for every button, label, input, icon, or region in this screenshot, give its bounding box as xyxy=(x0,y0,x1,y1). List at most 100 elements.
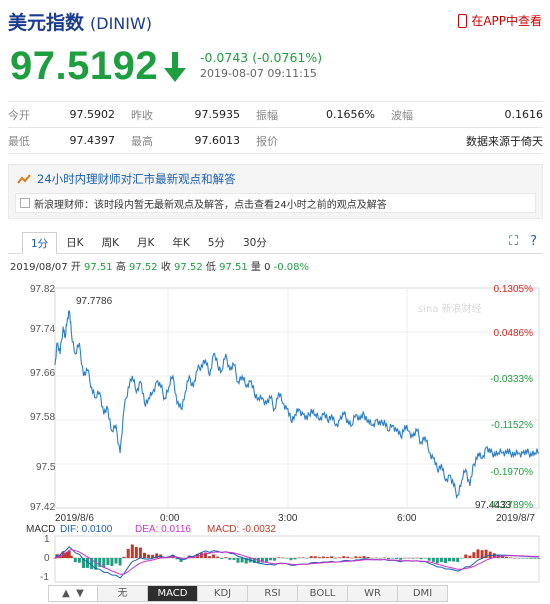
advisor-news-item[interactable]: 新浪理财师：该时段内暂无最新观点及解答，点击查看24小时之前的观点及解答 xyxy=(15,193,536,213)
y-tick-label: 97.42 xyxy=(30,502,55,513)
macd-bar xyxy=(313,556,317,558)
x-tick-label: 3:00 xyxy=(278,513,298,524)
macd-bar xyxy=(102,558,106,568)
ohlc-vol: 0 xyxy=(264,262,271,273)
ohlc-open: 97.51 xyxy=(84,262,113,273)
macd-bar xyxy=(138,547,142,558)
price-change: -0.0743 (-0.0761%) xyxy=(200,50,323,65)
macd-bar xyxy=(281,557,285,559)
price-series-line xyxy=(54,309,539,500)
tab-indicator-wr[interactable]: WR xyxy=(348,585,398,602)
stats-table: 今开 97.5902 昨收 97.5935 振幅 0.1656% 波幅 0.16… xyxy=(8,101,543,154)
macd-bar xyxy=(260,558,264,563)
phone-icon xyxy=(458,13,468,28)
macd-bar xyxy=(366,556,370,558)
tab-indicator-boll[interactable]: BOLL xyxy=(298,585,348,602)
avatar-placeholder-icon xyxy=(20,198,30,208)
quote-time: 2019-08-07 09:11:15 xyxy=(200,67,317,80)
tab-indicator-dmi[interactable]: DMI xyxy=(398,585,448,602)
macd-bar xyxy=(208,556,212,558)
macd-bar xyxy=(265,558,268,563)
help-icon[interactable]: ? xyxy=(530,234,537,249)
ohlc-high-label: 高 xyxy=(115,262,126,273)
stat-value: 97.5902 xyxy=(58,101,123,128)
macd-bar xyxy=(334,557,338,559)
advisor-news-heading-label: 24小时内理财师对汇市最新观点和解答 xyxy=(37,172,236,186)
macd-bar xyxy=(423,558,427,559)
scroll-left-icon[interactable]: ▲ xyxy=(62,588,70,599)
ohlc-close: 97.52 xyxy=(174,262,203,273)
tab-30min[interactable]: 30分 xyxy=(242,237,267,249)
macd-bar xyxy=(232,558,236,560)
period-tabs: 1分 日K 周K 月K 年K 5分 30分 ⛶ ? xyxy=(8,228,543,254)
macd-bar xyxy=(204,552,207,558)
macd-panel[interactable]: MACD DIF: 0.0100 DEA: 0.0116 MACD: -0.00… xyxy=(0,520,550,584)
tab-1min[interactable]: 1分 xyxy=(22,232,58,254)
open-in-app-link[interactable]: 在APP中查看 xyxy=(458,12,542,29)
stats-row: 今开 97.5902 昨收 97.5935 振幅 0.1656% 波幅 0.16… xyxy=(8,101,543,128)
advisor-news-heading[interactable]: 24小时内理财师对汇市最新观点和解答 xyxy=(17,171,236,187)
pct-tick-label: -0.1152% xyxy=(491,420,533,431)
page-title: 美元指数 (DINIW) xyxy=(8,8,152,35)
trend-icon xyxy=(17,174,31,184)
macd-bar xyxy=(151,554,155,558)
tab-nav-arrows: ▲ ▼ xyxy=(48,585,98,602)
macd-bar xyxy=(273,558,277,561)
tab-indicator-none[interactable]: 无 xyxy=(98,585,148,602)
macd-bar xyxy=(224,557,228,558)
fullscreen-icon[interactable]: ⛶ xyxy=(508,234,519,249)
stat-value: 97.5935 xyxy=(178,101,248,128)
macd-bar xyxy=(297,557,301,558)
macd-bar xyxy=(143,552,146,558)
macd-bar xyxy=(220,558,224,559)
macd-dea-value: DEA: 0.0116 xyxy=(135,524,191,535)
advisor-news-text: 新浪理财师：该时段内暂无最新观点及解答，点击查看24小时之前的观点及解答 xyxy=(34,199,387,211)
x-tick-label: 2019/8/6 xyxy=(55,513,94,524)
macd-bar xyxy=(460,558,464,559)
macd-bar xyxy=(212,554,216,558)
macd-title: MACD xyxy=(26,524,55,535)
tab-indicator-rsi[interactable]: RSI xyxy=(248,585,298,602)
macd-bar xyxy=(98,558,102,567)
macd-bar xyxy=(252,558,256,563)
macd-bar xyxy=(346,556,350,558)
macd-bar xyxy=(321,556,325,558)
stat-label: 报价 xyxy=(248,127,308,154)
macd-bar xyxy=(411,558,415,559)
macd-bar xyxy=(309,556,313,558)
tab-yearly-k[interactable]: 年K xyxy=(172,237,190,249)
tab-5min[interactable]: 5分 xyxy=(207,237,225,249)
chart-plot-frame xyxy=(54,287,540,509)
macd-bar xyxy=(525,558,529,559)
macd-bar xyxy=(63,553,67,558)
intraday-chart[interactable]: sina 新浪财经 97.82 97.74 97.66 97.58 97.5 9… xyxy=(0,276,550,526)
macd-bar xyxy=(82,558,85,568)
stat-label: 波幅 xyxy=(383,101,443,128)
macd-bar xyxy=(118,558,122,566)
dea-line xyxy=(54,549,540,575)
macd-bar xyxy=(106,558,110,566)
macd-bar xyxy=(130,544,134,558)
tab-indicator-macd[interactable]: MACD xyxy=(148,585,198,602)
macd-bar xyxy=(533,558,537,559)
macd-bar xyxy=(391,558,395,559)
tab-monthly-k[interactable]: 月K xyxy=(136,237,155,249)
macd-bar xyxy=(134,547,138,558)
macd-bar xyxy=(354,556,358,558)
tab-weekly-k[interactable]: 周K xyxy=(101,237,119,249)
tab-indicator-kdj[interactable]: KDJ xyxy=(198,585,248,602)
y-tick-label: 97.66 xyxy=(30,368,55,379)
macd-bar xyxy=(509,557,512,558)
macd-bar xyxy=(370,558,374,559)
macd-bar xyxy=(240,558,244,563)
tab-daily-k[interactable]: 日K xyxy=(66,237,84,249)
macd-bar xyxy=(155,553,159,558)
y-tick-label: 97.5 xyxy=(36,462,56,473)
macd-bar xyxy=(387,558,390,560)
low-value-label: 97.4433 xyxy=(475,500,512,511)
macd-bar xyxy=(301,557,305,558)
macd-bar xyxy=(285,558,289,559)
scroll-right-icon[interactable]: ▼ xyxy=(76,588,84,599)
macd-bar xyxy=(338,557,342,558)
stat-label: 最高 xyxy=(123,127,178,154)
